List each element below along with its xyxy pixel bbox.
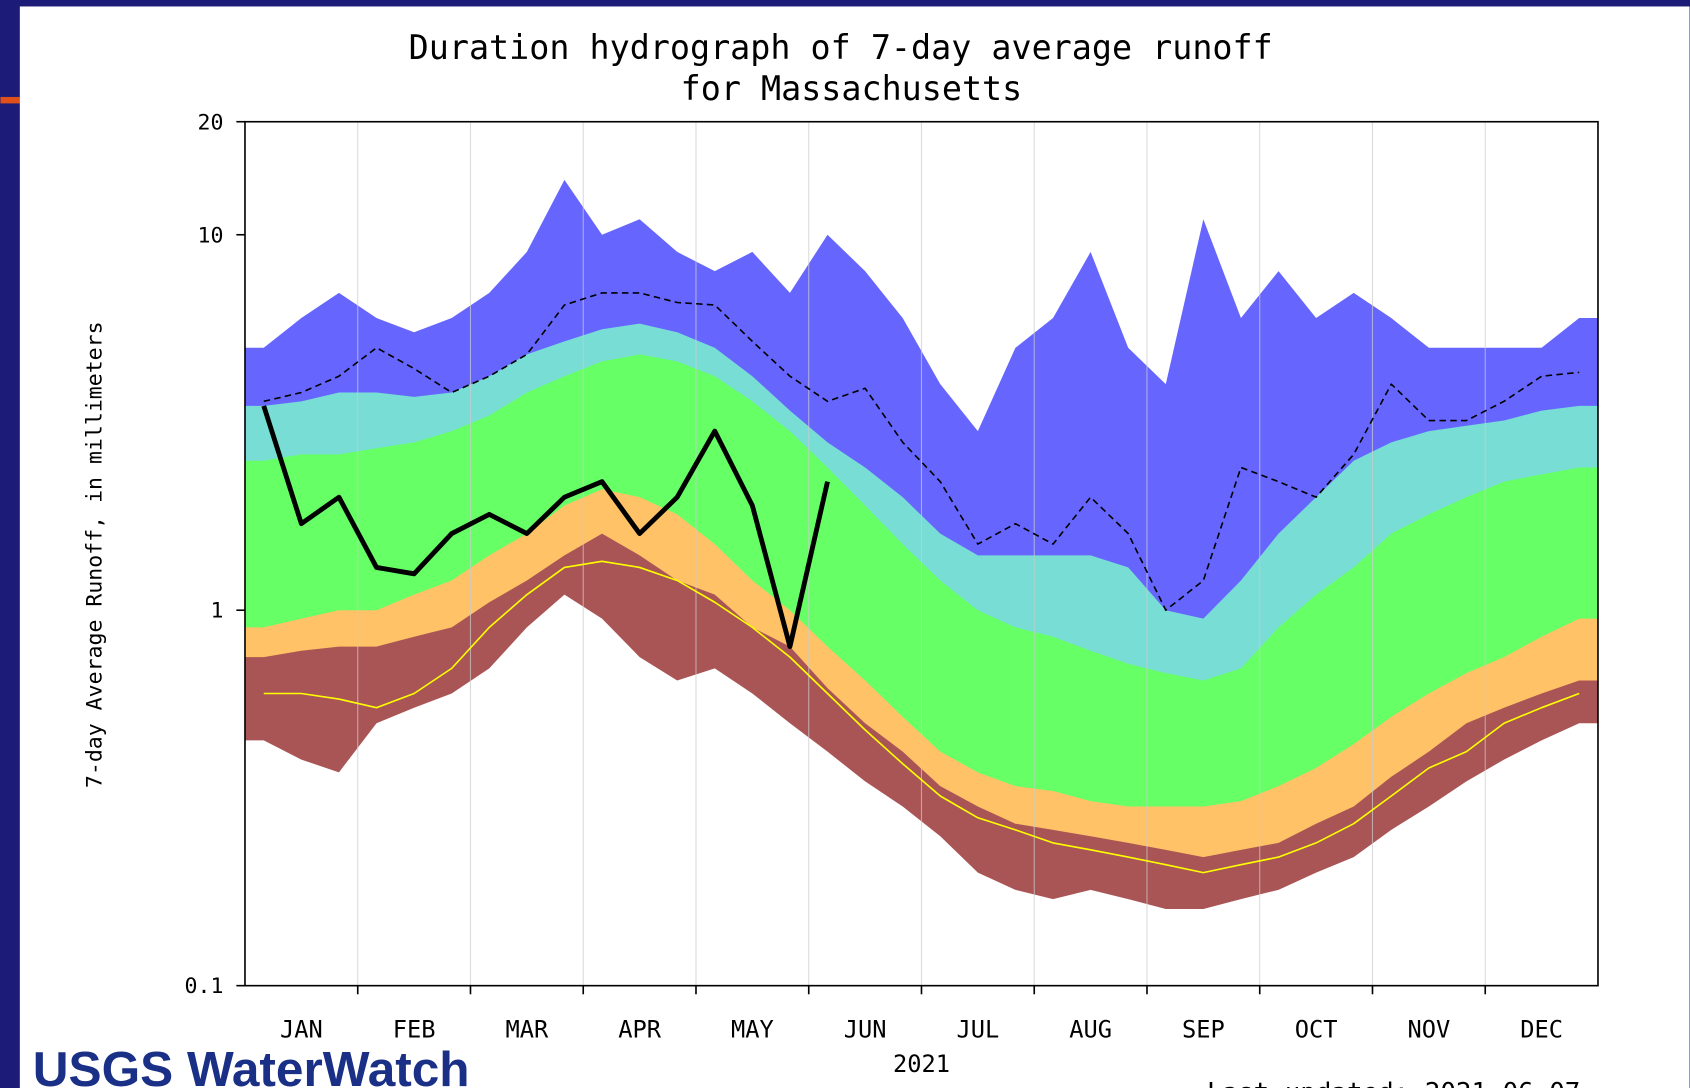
logo: USGS WaterWatch bbox=[33, 1041, 470, 1088]
x-tick-label: JUL bbox=[956, 1015, 999, 1043]
footer-note: Last updated: 2021-06-07 bbox=[1207, 1078, 1580, 1088]
x-tick-label: JUN bbox=[844, 1015, 887, 1043]
series-line bbox=[261, 405, 830, 650]
y-tick-label: 20 bbox=[198, 110, 224, 135]
x-tick-label: DEC bbox=[1520, 1015, 1563, 1043]
accent bbox=[0, 96, 20, 104]
chart-title: Duration hydrograph of 7-day average run… bbox=[409, 28, 1273, 67]
plot-area: 0.1 1 10 20 JAN FEB MAR APR MAY JUN JUL AUG SEP OCT NO… bbox=[185, 110, 1599, 1043]
y-tick-label: 10 bbox=[198, 223, 224, 248]
series-line bbox=[263, 292, 1580, 612]
x-tick-label: MAR bbox=[505, 1015, 549, 1043]
y-axis-label: 7-day Average Runoff, in millimeters bbox=[83, 321, 108, 788]
y-tick-label: 1 bbox=[210, 599, 223, 624]
series-line bbox=[263, 560, 1580, 874]
x-tick-label: SEP bbox=[1182, 1015, 1225, 1043]
x-axis-label: 2021 bbox=[893, 1050, 950, 1078]
x-tick-label: JAN bbox=[280, 1015, 323, 1043]
x-tick-label: AUG bbox=[1069, 1015, 1112, 1043]
x-tick-label: APR bbox=[618, 1015, 662, 1043]
y-tick-label: 0.1 bbox=[185, 974, 224, 999]
x-tick-label: OCT bbox=[1295, 1015, 1338, 1043]
x-tick-label: MAY bbox=[731, 1015, 774, 1043]
x-tick-label: FEB bbox=[393, 1015, 436, 1043]
x-tick-label: NOV bbox=[1407, 1015, 1450, 1043]
chart-subtitle: for Massachusetts bbox=[681, 69, 1023, 108]
